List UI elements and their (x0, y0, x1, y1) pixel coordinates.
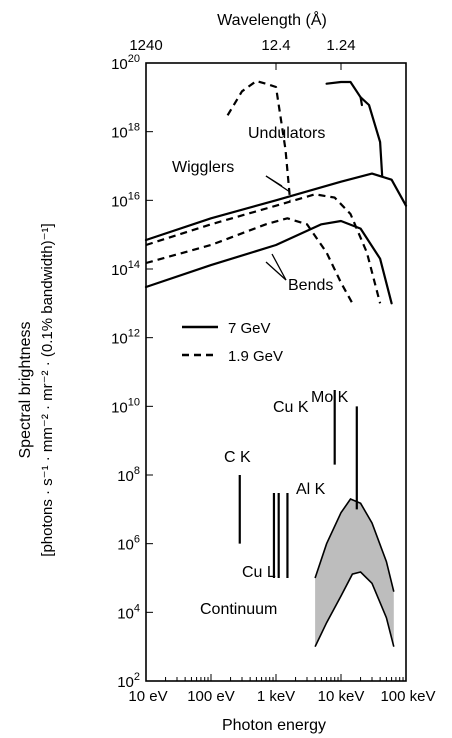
y-tick-label: 1018 (111, 122, 140, 142)
legend-label: 1.9 GeV (228, 348, 283, 365)
bends-solid-curve (144, 219, 393, 305)
x-axis-title: Photon energy (222, 717, 326, 734)
undulators-solid-curve (325, 80, 363, 107)
x-tick-label: 10 keV (318, 688, 365, 705)
wigglers-label: Wigglers (172, 159, 234, 176)
bends-dashed-curve (145, 217, 354, 304)
cu-k-label: Cu K (273, 399, 309, 416)
wigglers-leader-dashed (265, 175, 291, 193)
y-axis-title: Spectral brightness (17, 322, 34, 459)
wigglers-solid-curve (144, 172, 408, 242)
axis-ticks (145, 62, 407, 682)
undulators-solid-curve (359, 96, 384, 178)
continuum-label: Continuum (200, 601, 277, 618)
bends-label: Bends (288, 277, 333, 294)
y-tick-label: 1020 (111, 53, 140, 73)
continuum-lower-edge (314, 571, 395, 648)
y-tick-label: 104 (117, 602, 140, 622)
undulators-dashed-curve (226, 79, 292, 201)
y-tick-label: 106 (117, 534, 140, 554)
series-lines (144, 79, 408, 305)
mo-k-label: Mo K (311, 389, 349, 406)
top-tick-label: 1.24 (326, 37, 355, 54)
undulators-label: Undulators (248, 125, 325, 142)
top-tick-label: 1240 (129, 37, 162, 54)
c-k-label: C K (224, 449, 251, 466)
legend-label: 7 GeV (228, 320, 271, 337)
plot-frame (145, 62, 407, 682)
legend: 7 GeV 1.9 GeV (182, 320, 283, 365)
cu-l-label: Cu L (242, 564, 276, 581)
x-tick-label: 1 keV (257, 688, 295, 705)
y-tick-label: 108 (117, 465, 140, 485)
annotations: Undulators Wigglers Bends Continuum C K Cu L A… (172, 125, 349, 618)
top-tick-label: 12.4 (261, 37, 290, 54)
x-tick-label: 100 eV (187, 688, 235, 705)
y-tick-label: 102 (117, 671, 140, 691)
y-tick-label: 1014 (111, 259, 140, 279)
x-tick-label: 10 eV (128, 688, 167, 705)
continuum-upper-edge (314, 498, 395, 592)
y-tick-label: 1012 (111, 328, 140, 348)
characteristic-lines (238, 389, 358, 578)
bends-leader-dashed (271, 253, 287, 281)
y-axis-units: [photons · s⁻¹ · mm⁻² · mr⁻² · (0.1% ban… (39, 223, 56, 556)
y-tick-label: 1010 (111, 396, 140, 416)
x-tick-label: 100 keV (380, 688, 435, 705)
al-k-label: Al K (296, 481, 326, 498)
wigglers-dashed-curve (145, 193, 382, 304)
bends-leader-solid (265, 261, 287, 281)
continuum-band (314, 498, 395, 648)
top-axis-title: Wavelength (Å) (217, 10, 327, 29)
y-tick-label: 1016 (111, 190, 140, 210)
tick-labels: 10 eV 100 eV 1 keV 10 keV 100 keV 102 104 106 10… (111, 37, 435, 705)
